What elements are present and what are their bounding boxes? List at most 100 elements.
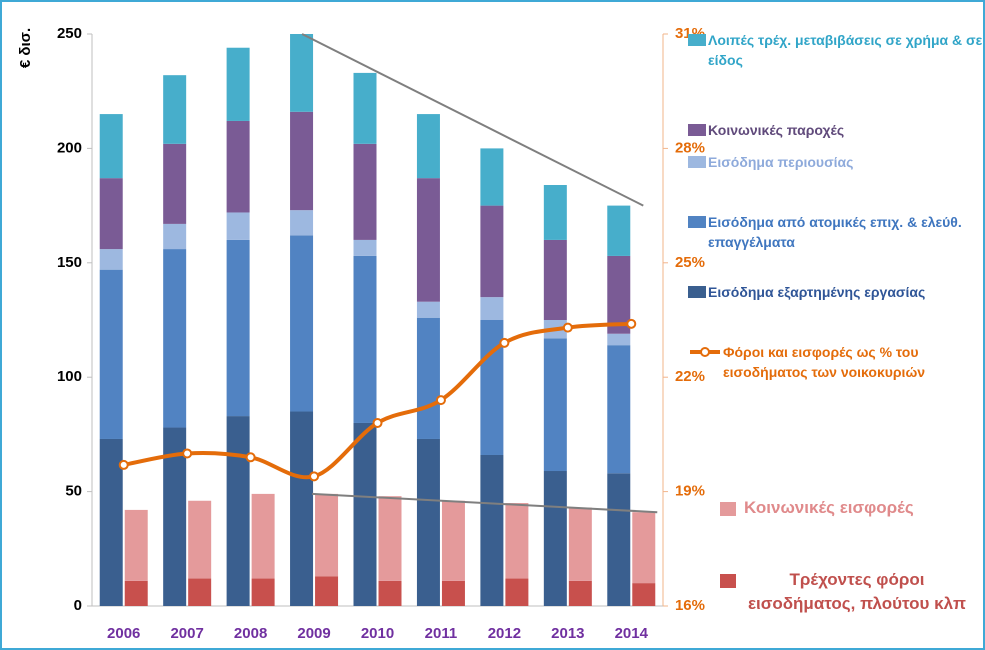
bar-segment [251, 493, 275, 579]
y-tick-label: 0 [74, 597, 82, 614]
bar-segment [353, 239, 377, 256]
trend-line [301, 33, 644, 207]
bar-segment [480, 454, 504, 606]
x-tick-label: 2006 [107, 625, 140, 642]
bar-segment [441, 580, 465, 606]
legend-item: Κοινωνικές παροχές [688, 120, 983, 140]
x-tick-label: 2012 [488, 625, 521, 642]
legend-label: Εισόδημα από ατομικές επιχ. & ελεύθ. επα… [708, 214, 962, 250]
line-marker [309, 471, 320, 482]
y2-tick-label: 25% [675, 254, 705, 271]
bar-segment [163, 143, 187, 224]
legend-swatch [690, 347, 720, 357]
line-marker [562, 322, 573, 333]
bar-segment [124, 509, 148, 581]
legend-item: Εισόδημα από ατομικές επιχ. & ελεύθ. επα… [688, 212, 983, 252]
bar-segment [480, 320, 504, 455]
legend-swatch [688, 34, 706, 46]
legend-marker [700, 347, 710, 357]
bar-segment [480, 148, 504, 206]
bar-segment [315, 493, 339, 577]
bar-segment [163, 75, 187, 144]
line-marker [118, 459, 129, 470]
y-tick-label: 150 [57, 254, 82, 271]
y-axis-label: € δισ. [17, 28, 34, 68]
bar-segment [99, 178, 123, 250]
bar-segment [568, 580, 592, 606]
bar-segment [188, 500, 212, 579]
bar-segment [226, 239, 250, 417]
legend-swatch [688, 156, 706, 168]
line-marker [245, 452, 256, 463]
bar-segment [226, 120, 250, 213]
y2-tick-label: 16% [675, 597, 705, 614]
bar-segment [251, 578, 275, 606]
line-marker [182, 448, 193, 459]
bar-segment [315, 576, 339, 606]
y2-tick-label: 28% [675, 139, 705, 156]
y-tick-label: 50 [65, 483, 82, 500]
bar-segment [163, 427, 187, 606]
x-tick-label: 2010 [361, 625, 394, 642]
bar-segment [543, 338, 567, 472]
x-tick-label: 2007 [170, 625, 203, 642]
bar-segment [480, 297, 504, 320]
bar-segment [124, 580, 148, 606]
line-marker [435, 395, 446, 406]
bar-segment [290, 235, 314, 412]
bar-segment [290, 210, 314, 236]
bar-segment [378, 580, 402, 606]
line-marker [372, 417, 383, 428]
bar-segment [441, 500, 465, 581]
line-marker [626, 318, 637, 329]
legend-item: Εισόδημα περιουσίας [688, 152, 983, 172]
bar-segment [543, 239, 567, 320]
bar-segment [416, 317, 440, 439]
bar-segment [607, 255, 631, 334]
bar-segment [505, 578, 529, 606]
legend-swatch [688, 124, 706, 136]
x-tick-label: 2013 [551, 625, 584, 642]
bar-segment [632, 512, 656, 584]
y-tick-label: 100 [57, 368, 82, 385]
legend-label: Τρέχοντες φόροι εισοδήματος, πλούτου κλπ [747, 570, 967, 613]
bar-segment [99, 114, 123, 179]
legend-label: Κοινωνικές εισφορές [744, 498, 914, 517]
legend-label: Λοιπές τρέχ. μεταβιβάσεις σε χρήμα & σε … [708, 32, 983, 68]
legend-item: Εισόδημα εξαρτημένης εργασίας [688, 282, 983, 302]
y-tick-label: 250 [57, 25, 82, 42]
bar-segment [99, 269, 123, 439]
line-marker [499, 337, 510, 348]
bar-segment [607, 473, 631, 606]
bar-segment [226, 212, 250, 240]
legend-label: Φόροι και εισφορές ως % του εισοδήματος … [723, 344, 926, 380]
legend-swatch [720, 502, 736, 516]
legend-label: Εισόδημα εξαρτημένης εργασίας [708, 284, 926, 300]
legend-item: Λοιπές τρέχ. μεταβιβάσεις σε χρήμα & σε … [688, 30, 983, 70]
bar-segment [99, 438, 123, 606]
x-tick-label: 2009 [297, 625, 330, 642]
bar-segment [480, 205, 504, 298]
bar-segment [416, 178, 440, 302]
bar-segment [632, 583, 656, 606]
bar-segment [416, 438, 440, 606]
bar-segment [163, 223, 187, 250]
bar-segment [416, 114, 440, 179]
bar-segment [607, 333, 631, 346]
y2-tick-label: 22% [675, 368, 705, 385]
y-tick-label: 200 [57, 139, 82, 156]
x-tick-label: 2014 [615, 625, 649, 642]
bar-segment [607, 345, 631, 474]
legend-swatch [688, 216, 706, 228]
bar-segment [353, 422, 377, 606]
legend-item: Κοινωνικές εισφορές [720, 496, 970, 520]
bar-segment [568, 507, 592, 581]
legend-swatch [688, 286, 706, 298]
y2-tick-label: 19% [675, 483, 705, 500]
trend-line [312, 492, 658, 514]
legend-item: Φόροι και εισφορές ως % του εισοδήματος … [688, 342, 983, 382]
bar-segment [353, 72, 377, 144]
